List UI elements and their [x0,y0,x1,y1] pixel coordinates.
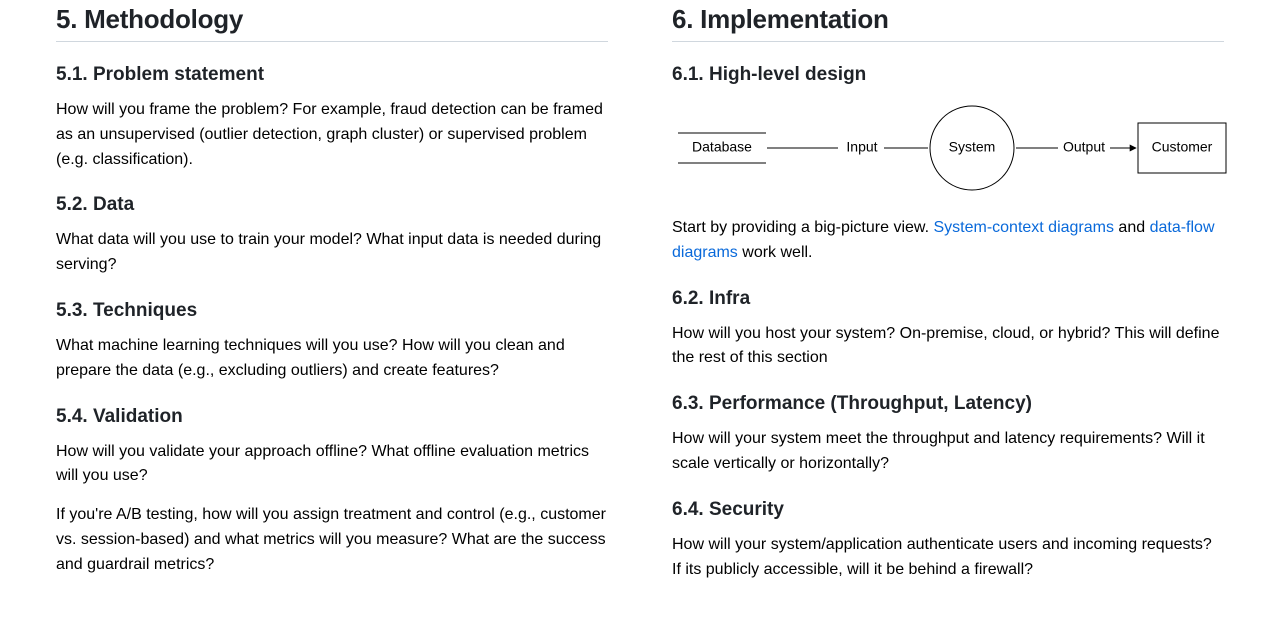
para-validation-1: How will you validate your approach offl… [56,440,608,490]
heading-security: 6.4. Security [672,499,1224,521]
svg-text:Input: Input [846,139,877,155]
heading-techniques: 5.3. Techniques [56,300,608,322]
column-methodology: 5. Methodology 5.1. Problem statement Ho… [56,0,640,640]
text-hld-mid: and [1114,219,1150,236]
svg-text:Output: Output [1063,139,1105,155]
para-techniques: What machine learning techniques will yo… [56,334,608,384]
para-validation-2: If you're A/B testing, how will you assi… [56,503,608,577]
para-security: How will your system/application authent… [672,533,1224,583]
high-level-design-diagram: Database Input System Output Customer [672,104,1224,194]
heading-implementation: 6. Implementation [672,4,1224,42]
para-problem-statement: How will you frame the problem? For exam… [56,98,608,172]
svg-text:Customer: Customer [1152,139,1213,155]
heading-problem-statement: 5.1. Problem statement [56,64,608,86]
svg-text:System: System [949,139,996,155]
link-system-context-diagrams[interactable]: System-context diagrams [933,219,1114,236]
para-performance: How will your system meet the throughput… [672,427,1224,477]
para-data: What data will you use to train your mod… [56,228,608,278]
svg-text:Database: Database [692,139,752,155]
text-hld-suffix: work well. [738,244,813,261]
para-infra: How will you host your system? On-premis… [672,322,1224,372]
heading-infra: 6.2. Infra [672,288,1224,310]
column-implementation: 6. Implementation 6.1. High-level design… [640,0,1224,640]
heading-methodology: 5. Methodology [56,4,608,42]
heading-high-level-design: 6.1. High-level design [672,64,1224,86]
heading-performance: 6.3. Performance (Throughput, Latency) [672,393,1224,415]
para-high-level-design: Start by providing a big-picture view. S… [672,216,1224,266]
heading-data: 5.2. Data [56,194,608,216]
heading-validation: 5.4. Validation [56,406,608,428]
text-hld-prefix: Start by providing a big-picture view. [672,219,933,236]
